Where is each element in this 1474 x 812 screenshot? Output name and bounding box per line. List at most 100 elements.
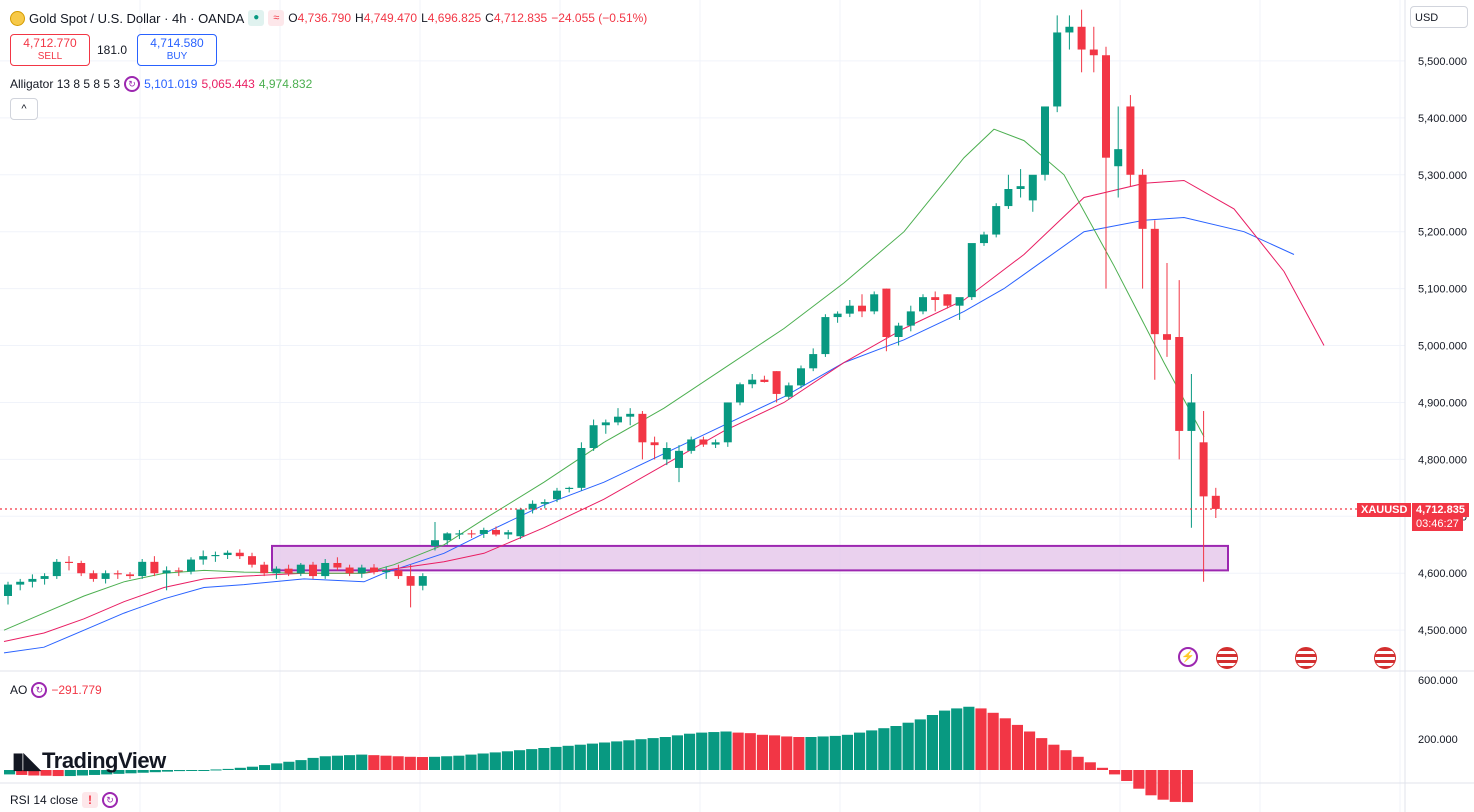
candle-body	[162, 570, 171, 574]
buy-price: 4,714.580	[150, 36, 204, 50]
ao-bar	[599, 742, 611, 770]
candle-body	[65, 561, 73, 563]
candle-body	[797, 368, 805, 386]
ao-bar	[926, 715, 938, 770]
tv-logo-text: TradingView	[42, 748, 166, 773]
ohlc-low: 4,696.825	[427, 11, 482, 25]
candle-body	[614, 416, 622, 423]
refresh-icon[interactable]: ↻	[31, 682, 48, 698]
ao-bar	[793, 737, 805, 770]
candle-body	[187, 559, 195, 572]
ohlc-open-key: O	[288, 11, 298, 25]
rsi-label: RSI 14 close	[10, 793, 79, 807]
ao-bar	[40, 770, 52, 776]
rsi-legend[interactable]: RSI 14 close ! ↻	[10, 792, 122, 808]
ohlc-close: 4,712.835	[493, 11, 548, 25]
lightning-event-icon[interactable]: ⚡	[1178, 647, 1198, 667]
ao-bar	[174, 770, 186, 772]
candle-body	[492, 529, 500, 535]
ao-bar	[319, 756, 331, 770]
candle-body	[1187, 402, 1196, 431]
candle-body	[370, 567, 378, 573]
ao-bar	[1072, 756, 1084, 770]
us-flag-event-icon[interactable]	[1374, 647, 1396, 669]
candle-body	[931, 297, 940, 300]
ao-bar	[854, 732, 866, 770]
currency-select[interactable]: USD	[1410, 6, 1468, 28]
candle-body	[589, 425, 598, 448]
candle-body	[1077, 26, 1086, 50]
refresh-icon[interactable]: ↻	[102, 792, 119, 808]
sell-label: SELL	[37, 51, 63, 62]
candle-body	[174, 570, 183, 572]
ao-bar	[246, 766, 258, 770]
ao-bar	[1084, 762, 1096, 770]
refresh-icon[interactable]: ↻	[124, 76, 141, 92]
candle-body	[784, 385, 793, 397]
sell-button[interactable]: 4,712.770 SELL	[10, 34, 90, 66]
ohlc-high: 4,749.470	[363, 11, 418, 25]
ao-bar	[744, 733, 756, 770]
ao-bar	[1048, 744, 1060, 770]
us-flag-event-icon[interactable]	[1216, 647, 1238, 669]
candle-body	[504, 532, 513, 535]
candle-body	[309, 564, 317, 577]
y-tick-label: 5,200.000	[1418, 227, 1467, 239]
candle-body	[553, 490, 561, 500]
candle-body	[418, 576, 427, 586]
alligator-teeth-line	[3, 179, 1325, 642]
y-tick-label: 4,500.000	[1418, 625, 1467, 637]
candle-body	[772, 371, 781, 394]
ao-bar	[890, 726, 902, 770]
candle-body	[1126, 106, 1135, 175]
ao-bar	[16, 770, 28, 775]
candle-body	[845, 305, 854, 314]
symbol-title[interactable]: Gold Spot / U.S. Dollar · 4h · OANDA	[29, 10, 245, 26]
wave-icon[interactable]: ≈	[268, 10, 285, 26]
tradingview-logo[interactable]: ▮◣TradingView	[12, 748, 166, 774]
buy-button[interactable]: 4,714.580 BUY	[137, 34, 217, 66]
candle-body	[980, 234, 988, 244]
alligator-legend[interactable]: Alligator 13 8 5 8 5 3 ↻ 5,101.019 5,065…	[10, 76, 316, 92]
candle-body	[675, 450, 683, 468]
candle-body	[357, 567, 366, 574]
warning-icon[interactable]: !	[82, 792, 99, 808]
bar-countdown: 03:46:27	[1412, 517, 1463, 531]
ao-bar	[878, 728, 890, 770]
candle-body	[809, 354, 818, 369]
candle-body	[919, 297, 927, 312]
candle-body	[833, 313, 842, 318]
ao-bar	[732, 732, 744, 770]
candle-body	[199, 556, 208, 560]
candle-body	[577, 448, 586, 488]
tv-logo-icon: ▮◣	[12, 748, 41, 773]
ao-bar	[501, 751, 513, 770]
ao-bar	[392, 756, 404, 770]
ao-bar	[684, 733, 696, 770]
candle-body	[443, 533, 452, 541]
alligator-jaw-line	[3, 216, 1295, 654]
candle-body	[1150, 228, 1159, 335]
us-flag-event-icon[interactable]	[1295, 647, 1317, 669]
candle-body	[760, 379, 769, 382]
support-zone	[271, 544, 1229, 572]
ao-bar	[64, 770, 76, 777]
ao-bar	[149, 770, 161, 773]
collapse-legend-button[interactable]: ^	[10, 98, 38, 120]
candle-body	[992, 206, 1001, 235]
market-status-icon[interactable]: ●	[248, 10, 265, 26]
y-tick-label: 5,000.000	[1418, 341, 1467, 353]
candle-body	[1053, 32, 1062, 107]
ao-legend[interactable]: AO ↻ −291.779	[10, 682, 106, 698]
ao-bar	[963, 706, 975, 770]
candle-body	[1163, 334, 1171, 340]
ao-bar	[222, 768, 234, 770]
ao-bar	[4, 770, 16, 775]
candle-body	[77, 562, 86, 574]
ao-bar	[866, 730, 878, 770]
ao-bar	[1133, 770, 1145, 789]
ao-label: AO	[10, 683, 28, 697]
ao-bar	[1024, 731, 1036, 770]
candle-body	[894, 325, 903, 337]
